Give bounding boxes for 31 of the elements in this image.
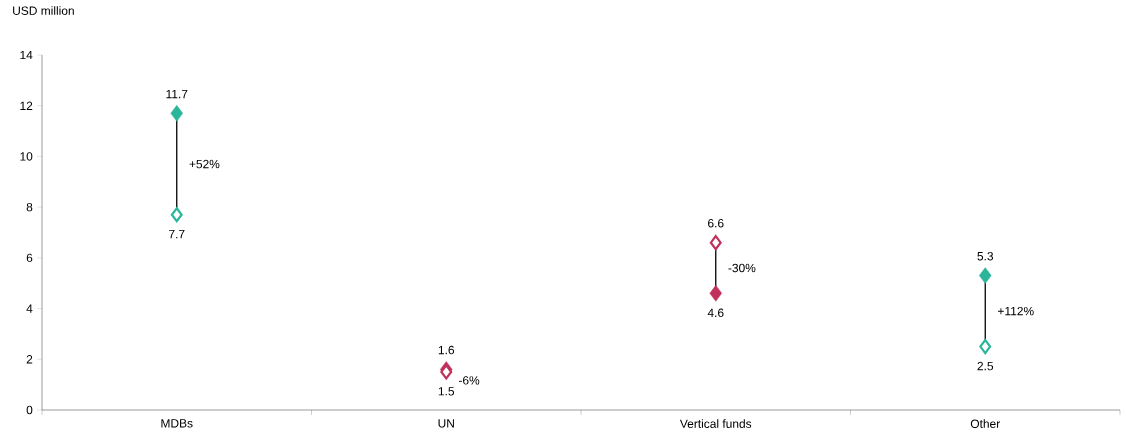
y-tick-label: 0 — [26, 405, 33, 415]
data-label: 2.5 — [977, 361, 994, 371]
data-label: 4.6 — [707, 308, 724, 317]
data-label: 7.7 — [169, 229, 185, 239]
y-axis-title: USD million — [13, 6, 74, 15]
x-tick-label: MDBs — [161, 419, 193, 428]
y-tick-label: 6 — [26, 253, 33, 263]
y-tick-label: 8 — [26, 202, 33, 212]
annotation: -30% — [728, 263, 756, 273]
y-tick-label: 12 — [20, 101, 33, 110]
data-label: 1.5 — [438, 387, 455, 396]
point — [170, 105, 183, 122]
y-tick-label: 2 — [26, 355, 33, 364]
point — [170, 207, 183, 223]
data-label: 5.3 — [977, 251, 994, 261]
x-tick-label: UN — [438, 419, 454, 428]
x-tick-label: Other — [970, 419, 1000, 428]
point — [709, 285, 722, 302]
annotation: +112% — [998, 306, 1034, 316]
y-tick-label: 10 — [20, 152, 33, 161]
point — [709, 235, 722, 251]
point — [979, 339, 992, 355]
point — [979, 267, 992, 284]
annotation: +52% — [189, 159, 220, 169]
y-tick-label: 4 — [26, 304, 33, 313]
x-tick-label: Vertical funds — [679, 419, 752, 428]
annotation: -6% — [458, 376, 480, 385]
y-tick-label: 14 — [20, 50, 33, 60]
data-label: 1.6 — [438, 345, 455, 355]
data-label: 6.6 — [708, 219, 724, 228]
data-label: 11.7 — [166, 89, 188, 99]
